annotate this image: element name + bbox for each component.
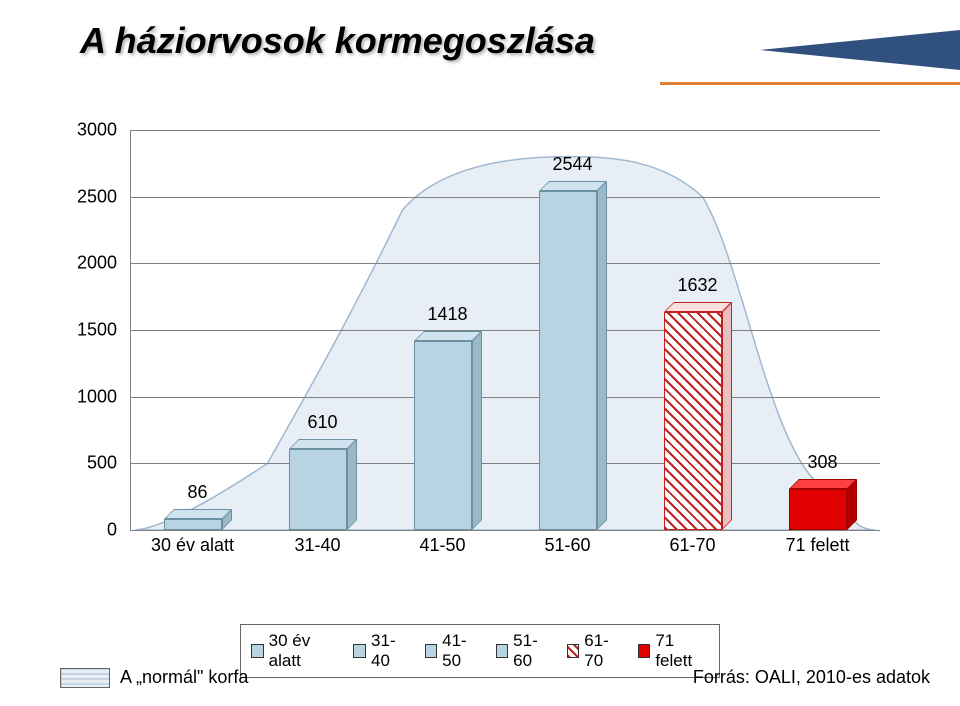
legend-item: 41-50 bbox=[425, 631, 481, 671]
x-tick-label: 51-60 bbox=[544, 535, 590, 556]
x-tick-label: 31-40 bbox=[294, 535, 340, 556]
y-tick-label: 3000 bbox=[77, 120, 117, 141]
y-tick-label: 2000 bbox=[77, 253, 117, 274]
bar-value-label: 308 bbox=[807, 452, 837, 473]
y-axis: 050010001500200025003000 bbox=[70, 130, 125, 530]
footer-left-text: A „normál" korfa bbox=[120, 667, 248, 688]
bar-top bbox=[539, 181, 607, 191]
bar bbox=[289, 449, 347, 530]
legend-swatch bbox=[425, 644, 438, 658]
legend-swatch bbox=[353, 644, 366, 658]
bar bbox=[414, 341, 472, 530]
bar-top bbox=[789, 479, 857, 489]
footer-swatch bbox=[60, 668, 110, 688]
y-tick-label: 500 bbox=[87, 453, 117, 474]
bar-value-label: 1418 bbox=[427, 304, 467, 325]
footer-right-text: Forrás: OALI, 2010-es adatok bbox=[693, 667, 930, 688]
y-tick-label: 1500 bbox=[77, 320, 117, 341]
legend-label: 30 év alatt bbox=[269, 631, 339, 671]
chart: 050010001500200025003000 866101418254416… bbox=[70, 130, 890, 560]
legend: 30 év alatt 31-40 41-50 51-60 61-70 71 felett bbox=[240, 624, 720, 678]
bar-side bbox=[472, 331, 482, 530]
bar-top bbox=[164, 509, 232, 519]
x-axis: 30 év alatt 31-40 41-50 51-60 61-70 71 felett bbox=[130, 535, 880, 560]
plot-area: 86 610 1418 2544 1632 308 bbox=[130, 130, 880, 530]
legend-swatch bbox=[638, 644, 651, 658]
x-tick-label: 41-50 bbox=[419, 535, 465, 556]
y-tick-label: 0 bbox=[107, 520, 117, 541]
bar-top bbox=[414, 331, 482, 341]
legend-item: 31-40 bbox=[353, 631, 409, 671]
legend-item: 30 év alatt bbox=[251, 631, 338, 671]
bar bbox=[539, 191, 597, 530]
x-tick-label: 71 felett bbox=[785, 535, 849, 556]
bar-side bbox=[722, 302, 732, 530]
bars: 86 610 1418 2544 1632 308 bbox=[130, 130, 880, 530]
bar bbox=[164, 519, 222, 530]
legend-item: 71 felett bbox=[638, 631, 709, 671]
legend-label: 51-60 bbox=[513, 631, 551, 671]
legend-label: 61-70 bbox=[584, 631, 622, 671]
x-tick-label: 30 év alatt bbox=[151, 535, 234, 556]
legend-item: 51-60 bbox=[496, 631, 552, 671]
y-tick-label: 2500 bbox=[77, 186, 117, 207]
bar bbox=[664, 312, 722, 530]
legend-swatch bbox=[567, 644, 580, 658]
legend-swatch bbox=[496, 644, 509, 658]
y-tick-label: 1000 bbox=[77, 386, 117, 407]
legend-item: 61-70 bbox=[567, 631, 623, 671]
bar-top bbox=[289, 439, 357, 449]
bar-top bbox=[664, 302, 732, 312]
legend-swatch bbox=[251, 644, 264, 658]
page-title: A háziorvosok kormegoszlása bbox=[80, 20, 595, 62]
x-tick-label: 61-70 bbox=[669, 535, 715, 556]
gridline bbox=[130, 530, 880, 531]
page: A háziorvosok kormegoszlása 0 500 1000 1500… bbox=[0, 0, 960, 706]
bar-value-label: 2544 bbox=[552, 154, 592, 175]
bar-side bbox=[347, 439, 357, 530]
bar-value-label: 610 bbox=[307, 412, 337, 433]
legend-label: 41-50 bbox=[442, 631, 480, 671]
bar bbox=[789, 489, 847, 530]
bar-value-label: 1632 bbox=[677, 275, 717, 296]
legend-label: 71 felett bbox=[655, 631, 709, 671]
header-underline bbox=[660, 82, 960, 85]
legend-label: 31-40 bbox=[371, 631, 409, 671]
header-decoration bbox=[760, 30, 960, 70]
bar-value-label: 86 bbox=[187, 482, 207, 503]
bar-side bbox=[597, 181, 607, 530]
